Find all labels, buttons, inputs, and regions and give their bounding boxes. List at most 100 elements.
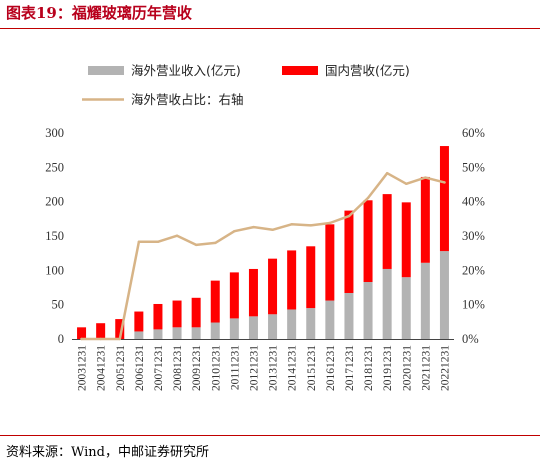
bar-overseas	[229, 318, 239, 339]
bar-domestic	[344, 210, 354, 293]
x-tick-label: 20201231	[401, 345, 413, 391]
y-right-tick-label: 60%	[462, 126, 485, 140]
bar-overseas	[306, 308, 316, 339]
x-tick-label: 20191231	[382, 345, 394, 391]
bar-overseas	[439, 251, 449, 339]
bar-domestic	[96, 323, 106, 339]
overseas-share-point	[194, 243, 198, 247]
bar-overseas	[191, 327, 201, 339]
bar-domestic	[382, 194, 392, 269]
overseas-share-point	[252, 225, 255, 229]
x-tick-label: 20101231	[210, 345, 222, 391]
overseas-share-point	[347, 214, 351, 218]
bar-overseas	[401, 277, 411, 339]
bar-overseas	[325, 300, 335, 339]
bar-domestic	[401, 202, 411, 278]
x-tick-label: 20151231	[306, 345, 318, 391]
title-divider	[0, 28, 540, 29]
y-left-tick-label: 250	[45, 160, 64, 174]
y-left-tick-label: 150	[45, 229, 64, 243]
overseas-share-point	[118, 337, 121, 341]
y-right-tick-label: 0%	[462, 332, 479, 346]
bar-overseas	[268, 314, 278, 339]
overseas-share-point	[328, 221, 332, 225]
x-tick-label: 20071231	[153, 345, 165, 391]
figure-title: 图表19：福耀玻璃历年营收	[6, 4, 192, 22]
y-left-tick-label: 200	[45, 195, 64, 209]
overseas-share-point	[156, 240, 160, 244]
overseas-share-point	[405, 182, 408, 186]
x-tick-label: 20181231	[363, 345, 375, 391]
overseas-share-point	[290, 223, 293, 226]
legend-label-ratio: 海外营收占比：右轴	[131, 92, 244, 107]
bar-overseas	[248, 316, 258, 339]
legend-label-domestic: 国内营收(亿元)	[325, 63, 410, 78]
bar-overseas	[363, 282, 373, 339]
x-tick-label: 20211231	[420, 345, 432, 391]
bar-domestic	[77, 327, 87, 339]
bar-overseas	[382, 268, 392, 339]
y-right-tick-label: 20%	[462, 263, 485, 277]
bar-domestic	[439, 146, 449, 252]
bar-domestic	[172, 300, 182, 328]
overseas-share-point	[99, 337, 102, 341]
x-tick-label: 20041231	[96, 345, 108, 391]
y-right-tick-label: 40%	[462, 195, 485, 209]
bar-domestic	[248, 268, 258, 317]
overseas-share-point	[214, 241, 217, 245]
bar-overseas	[153, 329, 163, 339]
bar-domestic	[229, 272, 239, 319]
bar-overseas	[287, 309, 297, 339]
legend-swatch-overseas	[88, 66, 124, 75]
source-note: 资料来源：Wind，中邮证券研究所	[6, 445, 209, 460]
bar-overseas	[134, 331, 144, 339]
overseas-share-point	[80, 337, 83, 341]
bar-domestic	[287, 250, 297, 310]
y-left-tick-label: 100	[45, 263, 64, 277]
bar-domestic	[325, 224, 335, 301]
x-tick-label: 20161231	[325, 345, 337, 391]
y-right-tick-label: 30%	[462, 229, 485, 243]
y-left-tick-label: 300	[45, 126, 64, 140]
bar-domestic	[420, 176, 430, 263]
y-right-tick-label: 50%	[462, 160, 485, 174]
bar-domestic	[115, 319, 125, 339]
bar-domestic	[191, 297, 201, 328]
y-left-tick-label: 50	[52, 298, 65, 312]
x-tick-label: 20081231	[172, 345, 184, 391]
x-tick-label: 20111231	[229, 345, 241, 390]
overseas-share-point	[137, 240, 141, 244]
overseas-share-point	[233, 229, 236, 233]
x-tick-label: 20171231	[344, 345, 356, 391]
legend-label-overseas: 海外营业收入(亿元)	[131, 63, 241, 78]
bar-overseas	[344, 292, 354, 339]
overseas-share-point	[385, 171, 389, 175]
x-tick-label: 20121231	[248, 345, 260, 391]
x-tick-label: 20031231	[77, 345, 89, 391]
x-tick-label: 20091231	[191, 345, 203, 391]
x-tick-label: 20221231	[439, 345, 451, 391]
revenue-chart: 海外营业收入(亿元) 国内营收(亿元) 海外营收占比：右轴 0 50 100 150 2…	[45, 63, 485, 391]
overseas-share-point	[366, 196, 370, 200]
y-left-tick-label: 0	[58, 332, 64, 346]
bar-domestic	[153, 303, 163, 330]
footer-divider	[0, 435, 540, 436]
bar-domestic	[363, 200, 373, 283]
bar-domestic	[306, 246, 316, 309]
legend-swatch-domestic	[282, 66, 318, 75]
y-right-tick-label: 10%	[462, 298, 485, 312]
x-tick-label: 20061231	[134, 345, 146, 391]
overseas-share-line	[80, 171, 446, 341]
bar-domestic	[210, 280, 220, 323]
overseas-share-point	[309, 224, 312, 227]
bar-overseas	[420, 262, 430, 339]
overseas-share-point	[424, 176, 427, 179]
x-tick-label: 20141231	[287, 345, 299, 391]
x-tick-label: 20051231	[115, 345, 127, 391]
bar-overseas	[210, 322, 220, 339]
bar-overseas	[172, 327, 182, 339]
overseas-share-point	[271, 228, 274, 232]
overseas-share-point	[443, 181, 446, 184]
x-tick-label: 20131231	[268, 345, 280, 391]
bar-domestic	[268, 258, 278, 315]
